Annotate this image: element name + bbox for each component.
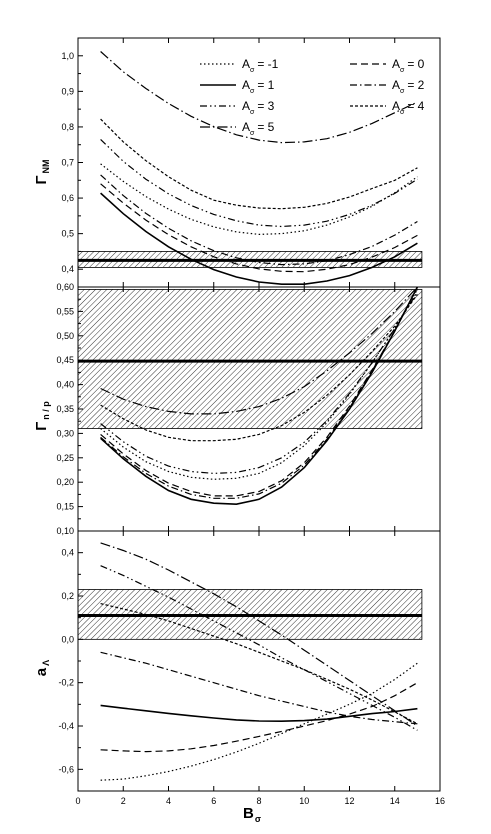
ylabel-gamma-nm: Γ NM: [33, 159, 51, 184]
y-tick-label: 0,30: [56, 428, 74, 438]
y-tick-label: 0,15: [56, 502, 74, 512]
y-tick-label: -0,6: [58, 764, 74, 774]
y-tick-label: 0,40: [56, 380, 74, 390]
plot-frame: [77, 37, 441, 288]
svg-text:aΛ: aΛ: [33, 660, 51, 676]
legend: Aσ = -1 Aσ = 0 Aσ = 1 Aσ = 2 Aσ = 3 Aσ = 4 Aσ = 5: [200, 57, 425, 137]
y-tick-label: 0,7: [61, 158, 74, 168]
legend-entry: Aσ = 0: [350, 57, 425, 74]
x-tick-label: 2: [121, 796, 126, 806]
hatched-band: [77, 289, 423, 429]
legend-label: Aσ = 3: [242, 99, 275, 116]
y-tick-label: 0,6: [61, 193, 74, 203]
x-tick-label: 4: [166, 796, 171, 806]
series-line-dashdotdot: [100, 138, 418, 228]
svg-text:Γn / p: Γn / p: [33, 401, 51, 431]
legend-entry: Aσ = 5: [200, 120, 275, 137]
xlabel-sub: σ: [255, 814, 261, 824]
ylabel-sub: NM: [41, 159, 51, 173]
panel-gamma-np: 0,10 0,15 0,20 0,25 0,30 0,35 0,40 0,45 0,50 0,55…: [56, 282, 441, 536]
legend-entry: Aσ = 1: [200, 78, 275, 95]
ylabel-main: Γ: [33, 422, 50, 431]
series-line-longdashdot: [100, 51, 418, 144]
y-tick-label: 0,4: [61, 264, 74, 274]
legend-label: Aσ = 1: [242, 78, 275, 95]
series-line-dot: [100, 662, 418, 781]
legend-label: Aσ = 4: [392, 99, 425, 116]
svg-text:ΓNM: Γ NM: [33, 159, 51, 184]
series-line-solid: [100, 286, 419, 506]
ylabel-gamma-np: Γn / p: [33, 401, 51, 431]
series-line-dashdot: [100, 286, 418, 499]
legend-label: Aσ = 2: [392, 78, 425, 95]
y-tick-label: 0,2: [61, 591, 74, 601]
y-tick-label: 1,0: [61, 51, 74, 61]
series-line-dashdot: [100, 174, 418, 266]
legend-entry: Aσ = -1: [200, 57, 279, 74]
x-tick-label: 0: [75, 796, 80, 806]
series-line-dot: [100, 163, 418, 236]
series-line-solid: [100, 704, 418, 723]
x-tick-label: 14: [390, 796, 400, 806]
legend-label: Aσ = -1: [242, 57, 279, 74]
ylabel-sub: Λ: [41, 660, 51, 666]
x-tick-label: 10: [299, 796, 309, 806]
legend-entry: Aσ = 4: [350, 99, 425, 116]
legend-label: Aσ = 0: [392, 57, 425, 74]
y-tick-label: 0,4: [61, 548, 74, 558]
series-line-longdashdot: [100, 542, 418, 727]
x-tick-label: 8: [256, 796, 261, 806]
y-tick-label: 0,35: [56, 404, 74, 414]
series-line-shortdash: [100, 603, 418, 725]
x-tick-label: 12: [344, 796, 354, 806]
y-tick-label: 0,45: [56, 355, 74, 365]
y-tick-label: 0,0: [61, 634, 74, 644]
y-tick-label: 0,8: [61, 122, 74, 132]
legend-entry: Aσ = 3: [200, 99, 275, 116]
legend-label: Aσ = 5: [242, 120, 275, 137]
xlabel-main: B: [243, 805, 254, 822]
y-tick-label: 0,5: [61, 229, 74, 239]
series-line-dash: [100, 682, 418, 753]
y-tick-label: 0,9: [61, 86, 74, 96]
ylabel-a-lambda: aΛ: [33, 660, 51, 676]
series-line-shortdash: [100, 118, 418, 210]
y-tick-label: 0,55: [56, 306, 74, 316]
panel-gamma-nm: 0,4 0,5 0,6 0,7 0,8 0,9 1,0: [61, 37, 441, 288]
xlabel: Bσ: [243, 805, 261, 824]
y-tick-label: 0,60: [56, 282, 74, 292]
y-tick-label: 0,20: [56, 477, 74, 487]
ylabel-sub: n / p: [41, 401, 51, 420]
legend-entry: Aσ = 2: [350, 78, 425, 95]
panel-a-lambda: -0,6 -0,4 -0,2 0,0 0,2 0,4 0 2 4 6 8 10 12 14 16: [58, 530, 445, 806]
x-tick-label: 6: [211, 796, 216, 806]
y-tick-label: -0,4: [58, 721, 74, 731]
series-line-dash: [100, 286, 418, 497]
series-line-longdashdot: [100, 286, 418, 415]
y-tick-label: 0,50: [56, 331, 74, 341]
y-tick-label: -0,2: [58, 678, 74, 688]
plot-frame: [77, 530, 441, 792]
y-tick-label: 0,10: [56, 526, 74, 536]
series-line-dashdotdot: [100, 291, 418, 475]
x-tick-label: 16: [435, 796, 445, 806]
series-line-dashdotdot: [100, 565, 418, 731]
ylabel-main: Γ: [33, 175, 50, 184]
series-line-shortdash: [100, 293, 418, 442]
series-line-dot: [100, 289, 418, 480]
series-line-dash: [100, 183, 418, 273]
series-line-solid: [100, 192, 418, 286]
ylabel-main: a: [33, 667, 50, 676]
series-line-dashdot: [100, 651, 418, 725]
y-tick-label: 0,25: [56, 453, 74, 463]
